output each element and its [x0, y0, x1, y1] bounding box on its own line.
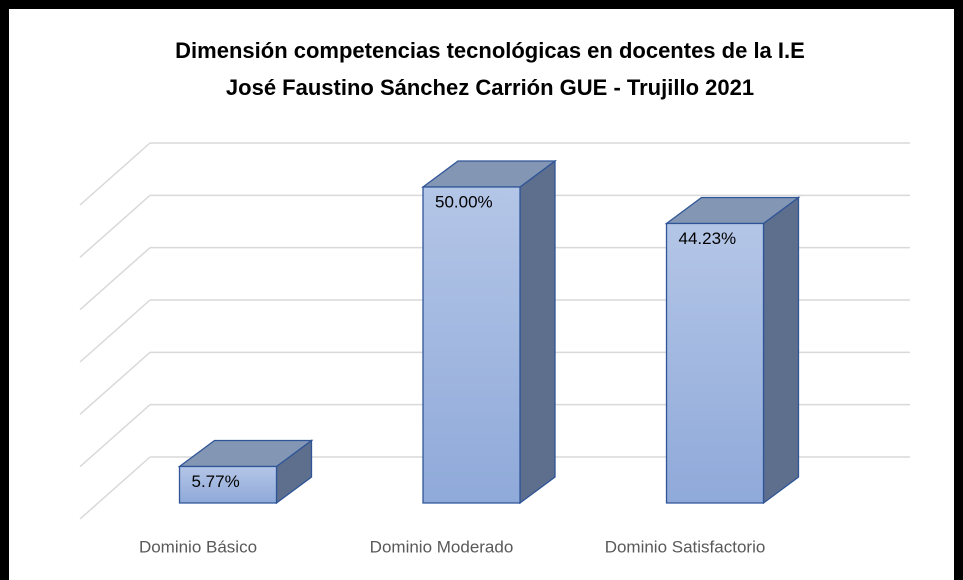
- grid-line-side: [79, 299, 151, 363]
- grid-line-side: [79, 351, 151, 415]
- chart-title: Dimensión competencias tecnológicas en d…: [175, 38, 805, 63]
- value-label: 50.00%: [435, 192, 493, 211]
- bar-side: [519, 159, 556, 505]
- bar-front: [178, 465, 278, 504]
- bar-side: [762, 196, 800, 505]
- bar-front: [422, 186, 521, 504]
- value-label: 44.23%: [679, 229, 737, 248]
- bar: [664, 196, 801, 505]
- grid-line-side: [79, 142, 151, 206]
- bar: [421, 159, 557, 505]
- bar-front: [665, 222, 765, 504]
- value-label: 5.77%: [192, 472, 240, 491]
- grid-line-side: [79, 194, 151, 258]
- chart-subtitle: José Faustino Sánchez Carrión GUE - Truj…: [226, 75, 754, 100]
- grid-line-side: [79, 404, 151, 468]
- grid-line-side: [79, 456, 151, 520]
- x-tick-label: Dominio Moderado: [370, 537, 514, 556]
- x-tick-label: Dominio Satisfactorio: [605, 537, 766, 556]
- x-tick-label: Dominio Básico: [139, 537, 257, 556]
- bar: [177, 439, 314, 505]
- grid-line-side: [79, 247, 151, 311]
